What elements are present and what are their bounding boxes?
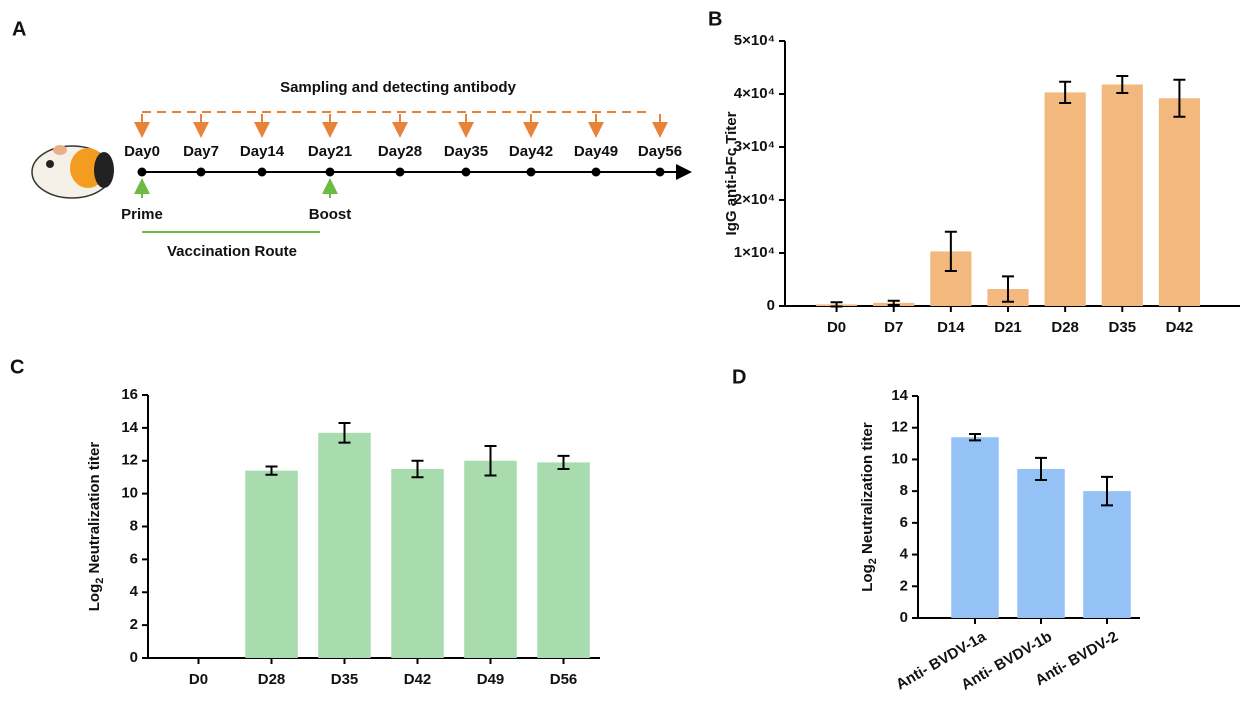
y-title-rest: Neutralization titer [86, 442, 103, 578]
y-tick-label: 4 [900, 546, 909, 563]
y-axis-title: Log2 Neutralization titer [86, 442, 106, 612]
bar [318, 433, 371, 658]
guinea-pig [32, 145, 114, 198]
x-tick-label: D0 [189, 671, 208, 688]
y-tick-label: 0 [130, 649, 138, 666]
y-tick-label: 16 [121, 386, 138, 403]
y-axis-title: IgG anti-bFc Titer [723, 111, 740, 235]
x-tick-label: D56 [550, 671, 578, 688]
day-dot [656, 168, 665, 177]
y-tick-label: 10 [891, 450, 908, 467]
day-dot [592, 168, 601, 177]
x-tick-label: D49 [477, 671, 505, 688]
y-title-text: Log [86, 584, 103, 612]
x-tick-label: D7 [884, 319, 903, 336]
x-tick-label: D28 [258, 671, 286, 688]
y-tick-label: 14 [121, 419, 138, 436]
bar [1017, 469, 1065, 618]
y-tick-label: 4×10⁴ [734, 85, 775, 102]
x-tick-label: D14 [937, 319, 965, 336]
panel-label: D [732, 366, 746, 388]
day-dot [326, 168, 335, 177]
y-tick-label: 0 [767, 297, 775, 314]
x-tick-label: D0 [827, 319, 846, 336]
y-title-rest: Neutralization titer [859, 422, 876, 558]
bar [245, 471, 298, 658]
y-tick-label: 5×10⁴ [734, 32, 775, 49]
panel-label: C [10, 356, 24, 378]
y-title-text: Log [859, 564, 876, 592]
timeline-title: Sampling and detecting antibody [280, 79, 517, 96]
y-tick-label: 2 [900, 577, 908, 594]
y-tick-label: 4 [130, 583, 139, 600]
x-tick-label: D35 [1109, 319, 1137, 336]
day-dot [197, 168, 206, 177]
day-label: Day28 [378, 143, 422, 160]
boost-label: Boost [309, 206, 352, 223]
x-tick-label: D35 [331, 671, 359, 688]
day-dot [396, 168, 405, 177]
y-tick-label: 2 [130, 616, 138, 633]
x-tick-label: D42 [1166, 319, 1194, 336]
y-title-text: IgG anti-bFc Titer [723, 111, 740, 235]
bar [1159, 98, 1200, 306]
panel-label: A [12, 18, 26, 40]
y-tick-label: 1×10⁴ [734, 244, 775, 261]
y-tick-label: 0 [900, 609, 908, 626]
figure: A B C D Sampling and detecting antibody … [0, 0, 1246, 709]
y-axis-title: Log2 Neutralization titer [859, 422, 879, 592]
day-dot [462, 168, 471, 177]
bar [1102, 84, 1143, 306]
bar [1045, 92, 1086, 306]
day-label: Day35 [444, 143, 488, 160]
y-tick-label: 8 [130, 517, 138, 534]
prime-label: Prime [121, 206, 163, 223]
day-label: Day0 [124, 143, 160, 160]
y-tick-label: 6 [130, 550, 138, 567]
day-label: Day49 [574, 143, 618, 160]
y-tick-label: 12 [891, 419, 908, 436]
y-tick-label: 12 [121, 452, 138, 469]
route-label: Vaccination Route [167, 243, 297, 260]
y-tick-label: 14 [891, 387, 908, 404]
day-label: Day14 [240, 143, 285, 160]
day-dot [138, 168, 147, 177]
day-dot [258, 168, 267, 177]
y-tick-label: 10 [121, 485, 138, 502]
bar [537, 462, 590, 658]
day-label: Day7 [183, 143, 219, 160]
x-tick-label: D28 [1051, 319, 1079, 336]
bar [951, 437, 999, 618]
y-tick-label: 6 [900, 514, 908, 531]
x-tick-label: D42 [404, 671, 432, 688]
day-label: Day56 [638, 143, 682, 160]
bar [1083, 491, 1131, 618]
x-tick-label: D21 [994, 319, 1022, 336]
y-tick-label: 8 [900, 482, 908, 499]
bar [464, 461, 517, 658]
panel-label: B [708, 8, 722, 30]
day-dot [527, 168, 536, 177]
day-label: Day21 [308, 143, 352, 160]
bar [391, 469, 444, 658]
day-label: Day42 [509, 143, 553, 160]
